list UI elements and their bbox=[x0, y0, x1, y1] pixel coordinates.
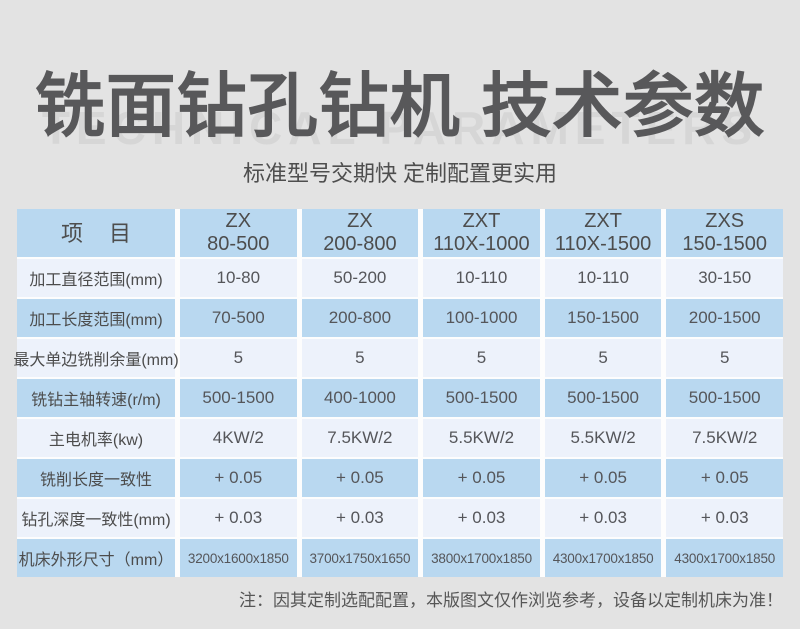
row-value: 5.5KW/2 bbox=[544, 419, 662, 457]
row-value: + 0.05 bbox=[544, 459, 662, 497]
row-value: 5.5KW/2 bbox=[423, 419, 540, 457]
row-value: 10-80 bbox=[180, 259, 297, 297]
row-value: 7.5KW/2 bbox=[666, 419, 783, 457]
model-header-cell: ZXS 150-1500 bbox=[666, 209, 783, 257]
model-series: ZXS bbox=[705, 210, 745, 232]
model-code: 110X-1000 bbox=[433, 233, 530, 255]
row-value: + 0.05 bbox=[301, 459, 419, 497]
model-series: ZXT bbox=[584, 210, 622, 232]
row-value: 100-1000 bbox=[423, 299, 540, 337]
row-label: 加工长度范围(mm) bbox=[17, 299, 175, 337]
row-label: 加工直径范围(mm) bbox=[17, 259, 175, 297]
item-header-cell: 项 目 bbox=[17, 209, 175, 257]
model-code: 150-1500 bbox=[682, 233, 767, 255]
row-value: 4KW/2 bbox=[180, 419, 297, 457]
row-label: 铣钻主轴转速(r/m) bbox=[17, 379, 175, 417]
row-value: 400-1000 bbox=[301, 379, 419, 417]
row-label: 钻孔深度一致性(mm) bbox=[17, 499, 175, 537]
page-title: 铣面钻孔钻机 技术参数 bbox=[34, 67, 766, 145]
row-value: 7.5KW/2 bbox=[301, 419, 419, 457]
row-value: 5 bbox=[423, 339, 540, 377]
watermark-text: TECHNICAL PARAMETERS bbox=[41, 102, 759, 154]
row-label: 铣削长度一致性 bbox=[17, 459, 175, 497]
page-subtitle: 标准型号交期快 定制配置更实用 bbox=[242, 161, 558, 186]
row-value: + 0.03 bbox=[423, 499, 540, 537]
row-value: 500-1500 bbox=[666, 379, 783, 417]
row-value: 3700x1750x1650 bbox=[301, 539, 419, 577]
row-value: 10-110 bbox=[544, 259, 662, 297]
spec-table: 项 目 ZX 80-500 ZX 200-800 ZXT 110X-1000 ZXT 110X-… bbox=[13, 209, 783, 577]
row-value: 5 bbox=[666, 339, 783, 377]
model-header-cell: ZX 200-800 bbox=[301, 209, 419, 257]
model-series: ZX bbox=[347, 210, 373, 232]
model-code: 80-500 bbox=[207, 233, 270, 255]
row-value: 50-200 bbox=[301, 259, 419, 297]
row-value: 500-1500 bbox=[423, 379, 540, 417]
row-value: 10-110 bbox=[423, 259, 540, 297]
row-value: 4300x1700x1850 bbox=[544, 539, 662, 577]
row-value: + 0.03 bbox=[544, 499, 662, 537]
model-series: ZX bbox=[225, 210, 252, 232]
row-value: 5 bbox=[180, 339, 297, 377]
row-value: + 0.05 bbox=[666, 459, 783, 497]
model-series: ZXT bbox=[462, 210, 501, 232]
model-header-cell: ZXT 110X-1000 bbox=[423, 209, 540, 257]
row-value: 3800x1700x1850 bbox=[423, 539, 540, 577]
row-value: 3200x1600x1850 bbox=[180, 539, 297, 577]
row-value: 70-500 bbox=[180, 299, 297, 337]
row-value: 500-1500 bbox=[544, 379, 662, 417]
row-value: 30-150 bbox=[666, 259, 783, 297]
row-value: + 0.05 bbox=[180, 459, 297, 497]
model-code: 200-800 bbox=[323, 233, 397, 255]
row-label: 最大单边铣削余量(mm) bbox=[13, 339, 179, 377]
model-header-cell: ZX 80-500 bbox=[180, 209, 297, 257]
row-value: + 0.05 bbox=[423, 459, 540, 497]
row-value: 150-1500 bbox=[544, 299, 662, 337]
row-value: 200-1500 bbox=[666, 299, 783, 337]
row-value: + 0.03 bbox=[301, 499, 419, 537]
row-value: 200-800 bbox=[301, 299, 419, 337]
row-value: 5 bbox=[301, 339, 419, 377]
row-value: 5 bbox=[544, 339, 662, 377]
row-value: 4300x1700x1850 bbox=[666, 539, 783, 577]
model-code: 110X-1500 bbox=[554, 233, 652, 255]
row-label: 机床外形尺寸（mm） bbox=[17, 539, 175, 577]
model-header-cell: ZXT 110X-1500 bbox=[544, 209, 662, 257]
row-label: 主电机率(kw) bbox=[17, 419, 175, 457]
row-value: + 0.03 bbox=[666, 499, 783, 537]
row-value: 500-1500 bbox=[180, 379, 297, 417]
footnote: 注：因其定制选配配置，本版图文仅作浏览参考，设备以定制机床为准！ bbox=[239, 591, 783, 610]
row-value: + 0.03 bbox=[180, 499, 297, 537]
